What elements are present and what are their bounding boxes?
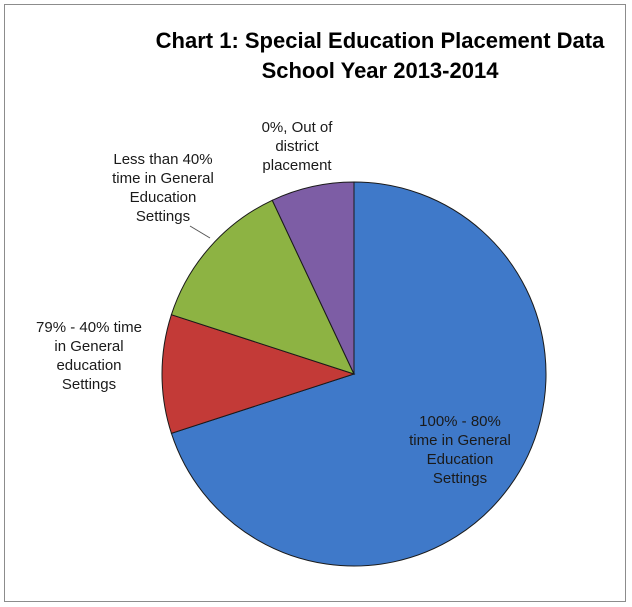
- slice-label-4-line-2: district: [275, 138, 319, 155]
- slice-label-1-line-1: 100% - 80%: [419, 413, 501, 430]
- slice-label-1-line-2: time in General: [409, 432, 511, 449]
- chart-title-line-1: Chart 1: Special Education Placement Dat…: [155, 28, 605, 53]
- slice-label-2-line-1: 79% - 40% time: [36, 319, 142, 336]
- slice-label-2-line-2: in General: [54, 338, 124, 355]
- slice-label-3-line-2: time in General: [112, 170, 214, 187]
- slice-label-1-line-3: Education: [426, 451, 494, 468]
- leader-line-slice-3: [189, 225, 211, 239]
- slice-label-4-line-3: placement: [262, 157, 332, 174]
- slice-label-3-line-4: Settings: [135, 208, 191, 225]
- slice-label-1: 100% - 80% time in General Education Settin…: [390, 412, 530, 488]
- pie-slice-1: [170, 181, 547, 567]
- pie-slice-4: [271, 181, 355, 375]
- slice-label-1-line-4: Settings: [432, 470, 488, 487]
- chart-title: Chart 1: Special Education Placement Dat…: [150, 26, 610, 86]
- slice-label-4: 0%, Out of district placement: [232, 118, 362, 175]
- chart-title-line-2: School Year 2013-2014: [261, 58, 499, 83]
- slice-label-3: Less than 40% time in General Education Set…: [88, 150, 238, 226]
- slice-label-2-line-3: education: [56, 357, 122, 374]
- slice-label-2: 79% - 40% time in General education Setting…: [14, 318, 164, 394]
- slice-label-3-line-3: Education: [129, 189, 197, 206]
- slice-label-3-line-1: Less than 40%: [113, 151, 213, 168]
- pie-slice-3: [170, 199, 355, 375]
- slice-label-4-line-1: 0%, Out of: [261, 119, 333, 136]
- pie-slice-2: [161, 314, 356, 434]
- slice-label-2-line-4: Settings: [61, 376, 117, 393]
